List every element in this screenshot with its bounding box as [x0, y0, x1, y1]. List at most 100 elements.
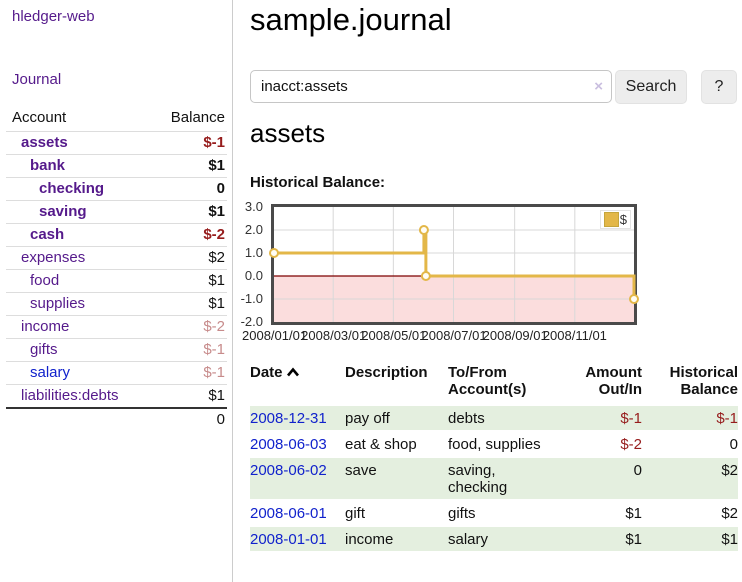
account-row: checking 0 — [6, 177, 227, 201]
transaction-description: income — [345, 525, 448, 551]
accounts-header-row: Account Balance — [6, 105, 227, 132]
transaction-description: save — [345, 456, 448, 500]
register-row: 2008-06-01 gift gifts $1 $2 — [250, 499, 738, 526]
account-link-saving[interactable]: saving — [39, 203, 87, 220]
balance-chart[interactable]: $ — [269, 204, 639, 325]
transaction-accounts: gifts — [448, 499, 565, 526]
help-button[interactable]: ? — [701, 70, 737, 104]
transaction-date-link[interactable]: 2008-12-31 — [250, 410, 327, 427]
y-tick-label: 3.0 — [244, 199, 263, 214]
transaction-amount: $-1 — [565, 404, 642, 431]
account-link-supplies[interactable]: supplies — [30, 295, 86, 312]
account-balance: 0 — [148, 177, 227, 201]
legend-swatch — [603, 212, 619, 227]
account-row: supplies $1 — [6, 292, 227, 316]
sort-ascending-icon — [286, 365, 300, 382]
transaction-date-link[interactable]: 2008-01-01 — [250, 531, 327, 548]
chart-x-axis-labels: 2008/01/01 2008/03/01 2008/05/01 2008/07/01… — [242, 328, 654, 344]
x-tick-label: 2008/01/01 — [242, 328, 308, 343]
register-header-amount: Amount Out/In — [585, 364, 642, 398]
x-tick-label: 2008/03/01 — [301, 328, 367, 343]
transaction-description: pay off — [345, 404, 448, 431]
account-row: assets $-1 — [6, 131, 227, 155]
account-link-expenses[interactable]: expenses — [21, 249, 86, 266]
sidebar: hledger-web Journal Account Balance asse… — [0, 0, 233, 582]
search-input[interactable] — [250, 70, 612, 103]
account-link-income[interactable]: income — [21, 318, 70, 335]
register-table: Date Description To/From Account(s) Amou… — [250, 362, 738, 551]
account-balance: $-2 — [148, 315, 227, 339]
transaction-accounts: food, supplies — [448, 430, 565, 457]
transaction-accounts: debts — [448, 404, 565, 431]
account-row: bank $1 — [6, 154, 227, 178]
transaction-date-link[interactable]: 2008-06-03 — [250, 436, 327, 453]
register-row: 2008-06-02 save saving, checking 0 $2 — [250, 456, 738, 500]
y-tick-label: 0.0 — [244, 268, 263, 283]
transaction-balance: $2 — [642, 456, 738, 500]
register-row: 2008-01-01 income salary $1 $1 — [250, 525, 738, 551]
accounts-table: Account Balance assets $-1 bank $1 check… — [6, 105, 227, 431]
account-link-assets[interactable]: assets — [21, 134, 68, 151]
transaction-accounts: saving, checking — [448, 456, 565, 500]
account-row: saving $1 — [6, 200, 227, 224]
y-tick-label: -2.0 — [240, 314, 263, 329]
main-content: sample.journal × Search ? assets Histori… — [241, 0, 742, 582]
account-link-salary[interactable]: salary — [30, 364, 71, 381]
transaction-description: eat & shop — [345, 430, 448, 457]
account-row: food $1 — [6, 269, 227, 293]
account-balance: $-1 — [148, 131, 227, 155]
account-balance: $-1 — [148, 361, 227, 385]
page-title: sample.journal — [250, 2, 452, 37]
transaction-date-link[interactable]: 2008-06-01 — [250, 505, 327, 522]
account-row: cash $-2 — [6, 223, 227, 247]
chart-plot-area — [269, 207, 639, 322]
account-link-bank[interactable]: bank — [30, 157, 66, 174]
accounts-total-row: 0 — [6, 407, 227, 431]
transaction-balance: $1 — [642, 525, 738, 551]
account-row: income $-2 — [6, 315, 227, 339]
account-balance: $1 — [148, 292, 227, 316]
x-tick-label: 2008/09/01 — [482, 328, 548, 343]
register-header-description: Description — [345, 364, 428, 381]
transaction-balance: $-1 — [642, 404, 738, 431]
account-link-checking[interactable]: checking — [39, 180, 105, 197]
transaction-amount: $1 — [565, 499, 642, 526]
account-row: salary $-1 — [6, 361, 227, 385]
sidebar-item-journal[interactable]: Journal — [12, 71, 62, 88]
register-header-date[interactable]: Date — [250, 362, 345, 405]
account-link-food[interactable]: food — [30, 272, 60, 289]
transaction-date-link[interactable]: 2008-06-02 — [250, 462, 327, 479]
account-link-cash[interactable]: cash — [30, 226, 65, 243]
transaction-amount: 0 — [565, 456, 642, 500]
account-heading: assets — [250, 118, 326, 148]
transaction-amount: $1 — [565, 525, 642, 551]
y-tick-label: 1.0 — [244, 245, 263, 260]
account-balance: $2 — [148, 246, 227, 270]
account-balance: $1 — [148, 384, 227, 409]
account-row: gifts $-1 — [6, 338, 227, 362]
account-row: liabilities:debts $1 — [6, 384, 227, 409]
brand-link[interactable]: hledger-web — [12, 8, 95, 25]
transaction-accounts: salary — [448, 525, 565, 551]
x-tick-label: 2008/05/01 — [361, 328, 427, 343]
search-button[interactable]: Search — [615, 70, 687, 104]
account-link-liabilities-debts[interactable]: liabilities:debts — [21, 387, 119, 404]
register-header-accounts: To/From Account(s) — [448, 364, 527, 398]
register-header-row: Date Description To/From Account(s) Amou… — [250, 362, 738, 405]
account-balance: $-2 — [148, 223, 227, 247]
register-header-balance: Historical Balance — [669, 364, 738, 398]
account-balance: $1 — [148, 154, 227, 178]
transaction-description: gift — [345, 499, 448, 526]
chart-y-axis-labels: 3.0 2.0 1.0 0.0 -1.0 -2.0 — [231, 199, 267, 329]
transaction-balance: $2 — [642, 499, 738, 526]
account-row: expenses $2 — [6, 246, 227, 270]
register-row: 2008-12-31 pay off debts $-1 $-1 — [250, 404, 738, 431]
register-row: 2008-06-03 eat & shop food, supplies $-2… — [250, 430, 738, 457]
chart-legend: $ — [599, 210, 631, 229]
accounts-total-value: 0 — [148, 407, 227, 431]
account-link-gifts[interactable]: gifts — [30, 341, 58, 358]
clear-search-icon[interactable]: × — [594, 78, 603, 95]
accounts-header-account: Account — [6, 105, 149, 132]
transaction-amount: $-2 — [565, 430, 642, 457]
account-balance: $1 — [148, 200, 227, 224]
